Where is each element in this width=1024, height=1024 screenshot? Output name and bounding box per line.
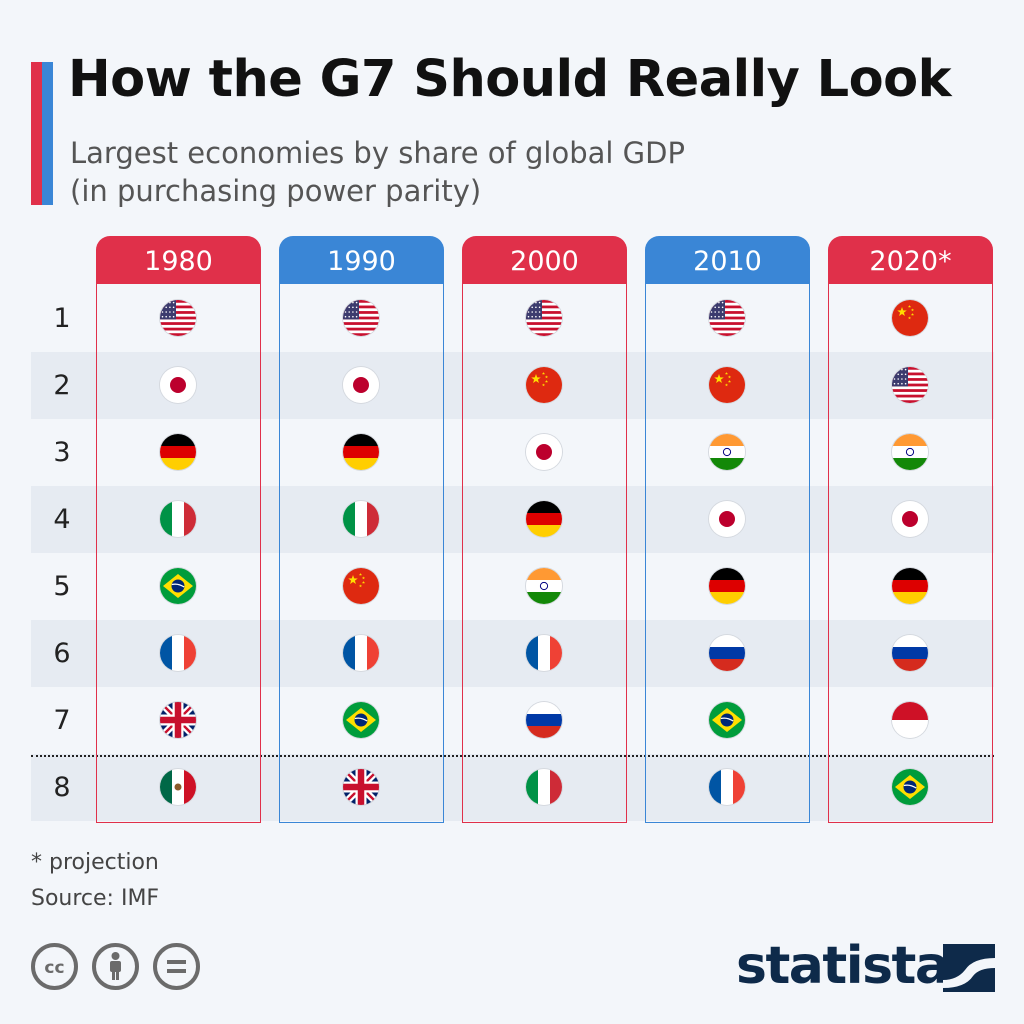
year-column: 2000 [462, 236, 627, 823]
flag-russia-icon [892, 635, 928, 671]
statista-wordmark: statista [736, 936, 950, 996]
flag-germany-icon [160, 434, 196, 470]
year-column: 1980 [96, 236, 261, 823]
year-column: 2010 [645, 236, 810, 823]
year-header: 2020* [828, 236, 993, 284]
flag-united-states-icon [160, 300, 196, 336]
year-header: 2010 [645, 236, 810, 284]
year-header: 1990 [279, 236, 444, 284]
rank-label: 6 [53, 638, 71, 669]
rank-label: 5 [53, 571, 71, 602]
flag-italy-icon [160, 501, 196, 537]
flag-china-icon [709, 367, 745, 403]
flag-india-icon [892, 434, 928, 470]
rank-label: 3 [53, 437, 71, 468]
year-column: 1990 [279, 236, 444, 823]
rank-label: 4 [53, 504, 71, 535]
flag-india-icon [526, 568, 562, 604]
flag-brazil-icon [160, 568, 196, 604]
by-attribution-icon[interactable] [92, 943, 139, 990]
rank-label: 2 [53, 370, 71, 401]
g7-cutoff-divider [31, 755, 994, 757]
rank-label: 8 [53, 772, 71, 803]
no-derivatives-icon[interactable] [153, 943, 200, 990]
flag-france-icon [343, 635, 379, 671]
flag-indonesia-icon [892, 702, 928, 738]
flag-france-icon [160, 635, 196, 671]
flag-france-icon [526, 635, 562, 671]
flag-china-icon [343, 568, 379, 604]
footnote: * projection Source: IMF [31, 845, 159, 917]
year-column-border [462, 284, 627, 823]
cc-icon[interactable]: cc [31, 943, 78, 990]
title-accent-bar [31, 62, 53, 205]
equals-glyph [167, 960, 186, 973]
year-column-border [279, 284, 444, 823]
flag-japan-icon [343, 367, 379, 403]
flag-russia-icon [709, 635, 745, 671]
flag-germany-icon [892, 568, 928, 604]
flag-united-kingdom-icon [160, 702, 196, 738]
flag-china-icon [892, 300, 928, 336]
flag-china-icon [526, 367, 562, 403]
flag-italy-icon [526, 769, 562, 805]
person-glyph [110, 952, 121, 980]
flag-brazil-icon [343, 702, 379, 738]
flag-united-states-icon [709, 300, 745, 336]
flag-brazil-icon [892, 769, 928, 805]
flag-united-states-icon [526, 300, 562, 336]
flag-india-icon [709, 434, 745, 470]
projection-note: * projection [31, 850, 159, 875]
statista-mark-icon [943, 944, 995, 992]
year-header: 1980 [96, 236, 261, 284]
flag-germany-icon [526, 501, 562, 537]
year-column-border [96, 284, 261, 823]
flag-japan-icon [892, 501, 928, 537]
flag-japan-icon [526, 434, 562, 470]
flag-italy-icon [343, 501, 379, 537]
flag-united-states-icon [343, 300, 379, 336]
flag-united-states-icon [892, 367, 928, 403]
flag-mexico-icon [160, 769, 196, 805]
source-note: Source: IMF [31, 886, 160, 911]
year-column-border [645, 284, 810, 823]
flag-russia-icon [526, 702, 562, 738]
flag-japan-icon [709, 501, 745, 537]
cc-glyph: cc [44, 958, 64, 978]
statista-logo[interactable]: statista [736, 934, 996, 998]
year-column-border [828, 284, 993, 823]
flag-brazil-icon [709, 702, 745, 738]
flag-germany-icon [709, 568, 745, 604]
flag-france-icon [709, 769, 745, 805]
year-column: 2020* [828, 236, 993, 823]
page-title: How the G7 Should Really Look [68, 50, 952, 109]
rank-label: 1 [53, 303, 71, 334]
flag-japan-icon [160, 367, 196, 403]
svg-text:cc: cc [44, 958, 64, 978]
flag-germany-icon [343, 434, 379, 470]
page-subtitle: Largest economies by share of global GDP… [70, 136, 685, 208]
year-header: 2000 [462, 236, 627, 284]
flag-united-kingdom-icon [343, 769, 379, 805]
rank-label: 7 [53, 705, 71, 736]
